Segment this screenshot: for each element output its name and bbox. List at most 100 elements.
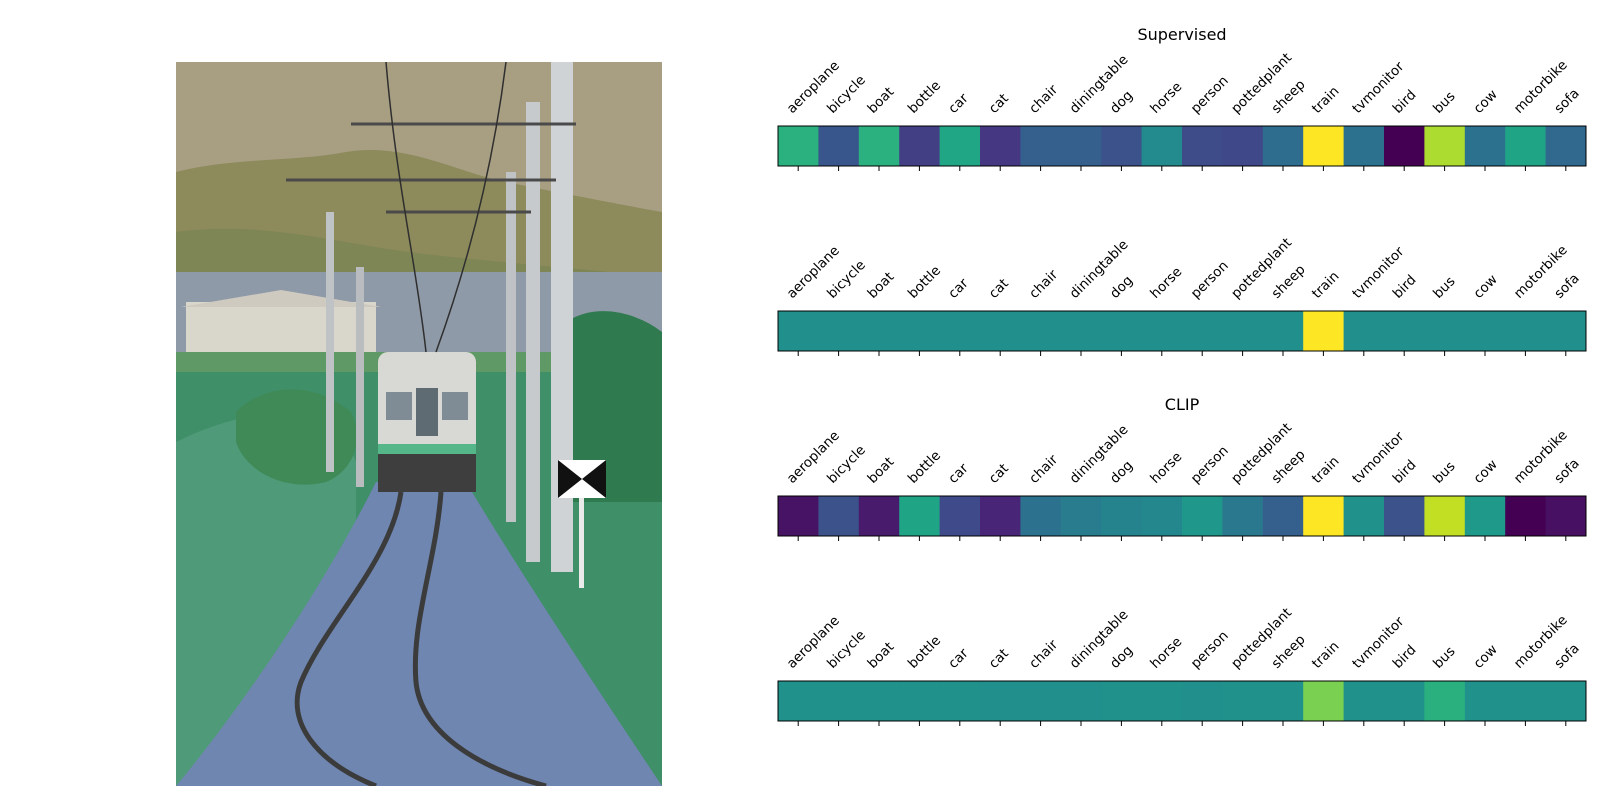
sign-post bbox=[579, 498, 584, 588]
heatmap-cell-chair bbox=[1020, 311, 1062, 351]
heatmap-cell-sofa bbox=[1545, 126, 1587, 166]
tick-label-boat: boat bbox=[865, 454, 898, 487]
heatmap-cell-pottedplant bbox=[1222, 496, 1264, 536]
tick-label-cow: cow bbox=[1471, 457, 1501, 487]
train-photo-drawing bbox=[176, 62, 662, 786]
heatmap-cell-aeroplane bbox=[778, 311, 819, 351]
tick-label-bus: bus bbox=[1430, 88, 1458, 116]
rail-right bbox=[412, 491, 547, 786]
heatmap-cell-pottedplant bbox=[1222, 311, 1264, 351]
heatmap-cell-chair bbox=[1020, 496, 1062, 536]
heatmap-cell-sheep bbox=[1262, 126, 1304, 166]
tick-label-boat: boat bbox=[865, 269, 898, 302]
heatmap-cell-chair bbox=[1020, 126, 1062, 166]
tick-label-person: person bbox=[1188, 443, 1232, 487]
heatmap-cell-car bbox=[939, 126, 981, 166]
heatmap-cell-car bbox=[939, 681, 981, 721]
heatmap-cell-bottle bbox=[899, 496, 941, 536]
heatmap-cell-cat bbox=[980, 496, 1021, 536]
tick-label-train: train bbox=[1309, 83, 1343, 117]
tick-label-cow: cow bbox=[1471, 87, 1501, 117]
heatmap-cell-bottle bbox=[899, 126, 941, 166]
heatmap-cell-person bbox=[1182, 681, 1223, 721]
train-window-left bbox=[386, 392, 412, 420]
heatmap-cell-bird bbox=[1384, 311, 1425, 351]
tick-label-chair: chair bbox=[1026, 636, 1061, 671]
overhead-wires bbox=[385, 62, 507, 353]
heatmap-cell-bird bbox=[1384, 496, 1425, 536]
tick-label-cat: cat bbox=[986, 646, 1012, 672]
heatmap-cell-aeroplane bbox=[778, 681, 819, 721]
heatmap-cell-sheep bbox=[1262, 681, 1304, 721]
heatmap-cell-cat bbox=[980, 311, 1021, 351]
tick-label-bird: bird bbox=[1390, 457, 1420, 487]
heatmap-cell-person bbox=[1182, 496, 1223, 536]
heatmap-cell-sheep bbox=[1262, 496, 1304, 536]
tick-label-cow: cow bbox=[1471, 272, 1501, 302]
tick-label-sofa: sofa bbox=[1551, 270, 1582, 301]
tick-label-horse: horse bbox=[1147, 449, 1185, 487]
heatmap-cell-train bbox=[1303, 681, 1345, 721]
tick-label-car: car bbox=[945, 460, 972, 487]
heatmap-cell-cow bbox=[1464, 126, 1506, 166]
train-stripe bbox=[378, 444, 476, 454]
heatmap-cell-tvmonitor bbox=[1343, 681, 1385, 721]
heatmap-cell-bicycle bbox=[818, 126, 860, 166]
tick-label-cat: cat bbox=[986, 276, 1012, 302]
heatmap-frame bbox=[777, 125, 1587, 167]
heatmap-cell-cat bbox=[980, 126, 1021, 166]
tick-label-bird: bird bbox=[1390, 642, 1420, 672]
tick-label-sheep: sheep bbox=[1269, 262, 1309, 302]
tick-label-bird: bird bbox=[1390, 87, 1420, 117]
heatmap-cell-horse bbox=[1141, 496, 1183, 536]
heatmap-cell-tvmonitor bbox=[1343, 126, 1385, 166]
tick-label-bird: bird bbox=[1390, 272, 1420, 302]
train-window-right bbox=[442, 392, 468, 420]
tick-label-boat: boat bbox=[865, 84, 898, 117]
tick-label-train: train bbox=[1309, 268, 1343, 302]
heatmap-cell-bus bbox=[1424, 311, 1466, 351]
tick-label-cat: cat bbox=[986, 461, 1012, 487]
heatmap-cell-bicycle bbox=[818, 311, 860, 351]
heatmap-cell-bottle bbox=[899, 681, 941, 721]
tick-label-sheep: sheep bbox=[1269, 447, 1309, 487]
heatmap-cell-pottedplant bbox=[1222, 126, 1264, 166]
tick-label-sheep: sheep bbox=[1269, 77, 1309, 117]
heatmap-cell-bus bbox=[1424, 126, 1466, 166]
tick-label-person: person bbox=[1188, 628, 1232, 672]
heatmap-cell-train bbox=[1303, 311, 1345, 351]
heatmap-cell-boat bbox=[858, 681, 900, 721]
tick-label-chair: chair bbox=[1026, 266, 1061, 301]
pole-far bbox=[506, 172, 516, 522]
tick-label-dog: dog bbox=[1107, 88, 1136, 117]
heatmap-cell-dog bbox=[1101, 126, 1143, 166]
heatmap-cell-aeroplane bbox=[778, 126, 819, 166]
heatmap-cell-bird bbox=[1384, 681, 1425, 721]
heatmap-cell-cow bbox=[1464, 311, 1506, 351]
tick-label-bus: bus bbox=[1430, 458, 1458, 486]
tick-label-dog: dog bbox=[1107, 273, 1136, 302]
tick-label-horse: horse bbox=[1147, 264, 1185, 302]
tick-label-dog: dog bbox=[1107, 643, 1136, 672]
tick-label-horse: horse bbox=[1147, 79, 1185, 117]
heatmap-cell-bird bbox=[1384, 126, 1425, 166]
heatmap-cell-aeroplane bbox=[778, 496, 819, 536]
heatmap-cell-sofa bbox=[1545, 311, 1587, 351]
tick-label-person: person bbox=[1188, 258, 1232, 302]
rail-left bbox=[294, 491, 404, 786]
train-photo bbox=[176, 62, 662, 786]
tick-label-bottle: bottle bbox=[905, 633, 944, 672]
heatmap-cell-diningtable bbox=[1060, 311, 1102, 351]
heatmap-cell-bus bbox=[1424, 681, 1466, 721]
heatmap-cell-boat bbox=[858, 126, 900, 166]
tree-right bbox=[566, 311, 662, 502]
tick-label-horse: horse bbox=[1147, 634, 1185, 672]
heatmap-cell-sofa bbox=[1545, 681, 1587, 721]
heatmap-cell-bus bbox=[1424, 496, 1466, 536]
